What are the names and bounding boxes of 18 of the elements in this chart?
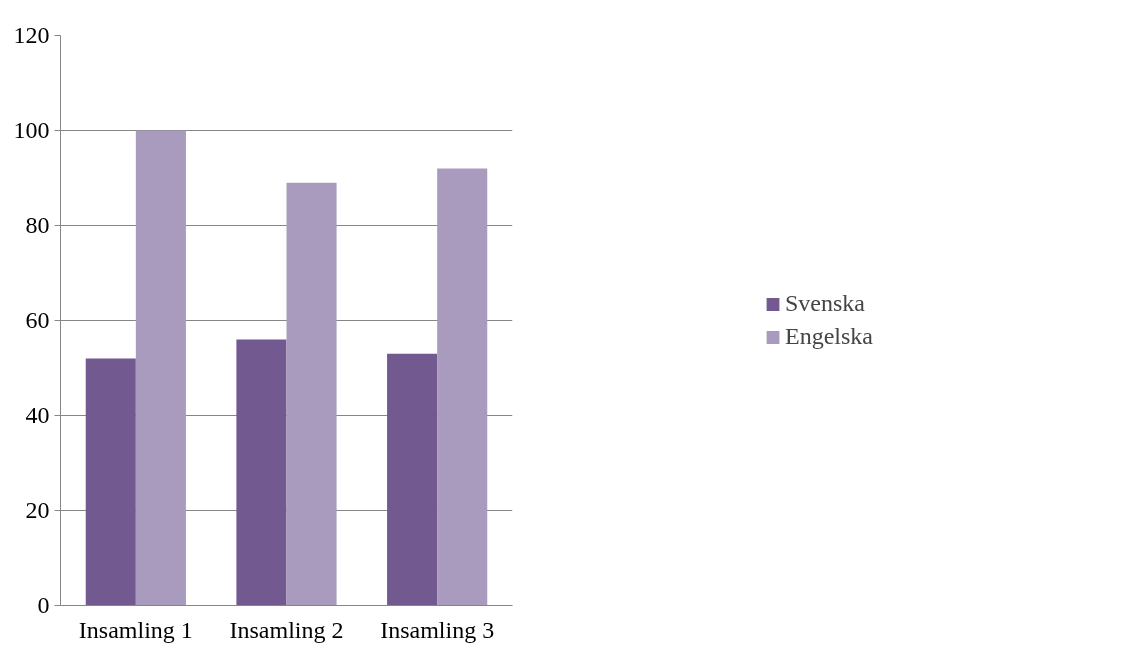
- legend-label: Svenska: [785, 290, 866, 317]
- y-tick-label: 120: [13, 22, 50, 48]
- y-tick-label: 60: [25, 307, 50, 333]
- bar: [236, 339, 287, 606]
- bar: [286, 182, 337, 606]
- bar: [85, 358, 136, 606]
- y-tick-label: 20: [25, 497, 50, 523]
- x-tick-label: Insamling 1: [78, 616, 193, 643]
- legend-label: Engelska: [785, 323, 873, 350]
- x-tick-label: Insamling 3: [380, 616, 495, 643]
- y-tick-label: 80: [25, 212, 50, 238]
- y-tick-label: 40: [25, 402, 50, 428]
- bar: [437, 168, 488, 606]
- y-tick-label: 0: [37, 592, 50, 618]
- bar: [387, 353, 438, 606]
- bar: [135, 130, 186, 606]
- y-tick-label: 100: [13, 117, 50, 143]
- x-tick-label: Insamling 2: [229, 616, 344, 643]
